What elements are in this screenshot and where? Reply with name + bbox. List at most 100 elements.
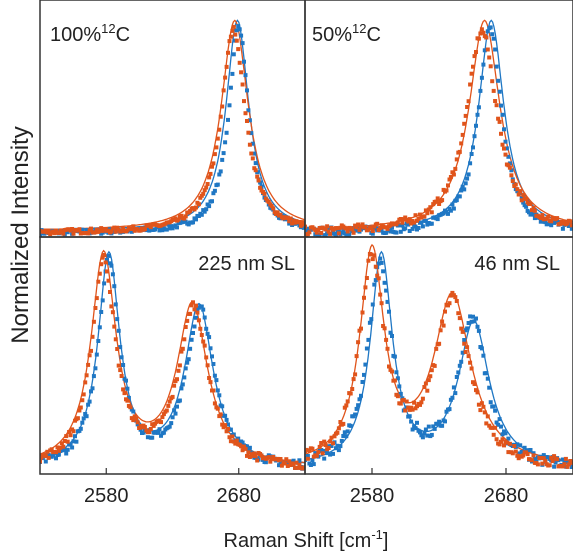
data-point — [410, 407, 415, 412]
data-point — [342, 430, 347, 435]
data-point — [532, 216, 537, 221]
data-point — [236, 24, 241, 29]
data-point — [223, 423, 228, 428]
data-point — [530, 458, 534, 463]
data-point — [531, 451, 536, 456]
data-point — [390, 334, 394, 338]
data-point — [465, 176, 470, 181]
data-point — [207, 335, 212, 340]
data-point — [93, 366, 98, 371]
data-point — [348, 423, 353, 428]
data-point — [499, 439, 503, 444]
data-point — [239, 70, 244, 75]
data-point — [307, 448, 312, 453]
data-point — [325, 224, 330, 229]
data-point — [339, 438, 344, 443]
data-point — [118, 345, 123, 350]
data-point — [407, 414, 412, 419]
data-point — [112, 284, 117, 289]
data-point — [93, 230, 98, 235]
data-point — [485, 414, 490, 419]
data-point — [54, 450, 58, 455]
data-point — [126, 395, 131, 400]
data-point — [354, 225, 359, 230]
data-point — [488, 64, 493, 69]
data-point — [429, 221, 434, 226]
data-point — [328, 439, 333, 444]
data-point — [369, 252, 374, 257]
data-point — [207, 204, 212, 209]
data-point — [288, 216, 293, 221]
data-point — [78, 426, 83, 431]
data-point — [379, 260, 384, 265]
data-point — [188, 346, 193, 351]
data-point — [524, 204, 529, 209]
data-point — [478, 88, 483, 93]
data-point — [228, 427, 233, 432]
data-point — [237, 27, 242, 32]
data-point — [323, 443, 328, 447]
data-point — [530, 210, 534, 215]
data-point — [469, 319, 474, 324]
data-point — [210, 199, 214, 204]
data-point — [175, 404, 179, 409]
data-point — [528, 448, 533, 452]
data-point — [460, 350, 465, 355]
panel-label: 46 nm SL — [474, 253, 560, 275]
data-point — [353, 372, 358, 377]
data-point — [335, 443, 340, 448]
data-point — [220, 104, 225, 109]
data-point — [196, 318, 201, 323]
data-point — [215, 136, 220, 141]
data-point — [364, 276, 369, 280]
data-point — [40, 455, 44, 460]
data-point — [506, 163, 511, 168]
data-point — [474, 123, 478, 128]
data-point — [476, 402, 481, 407]
data-point — [359, 326, 363, 331]
data-point — [99, 262, 104, 267]
data-point — [240, 448, 245, 453]
data-point — [75, 416, 80, 421]
data-point — [425, 388, 430, 393]
data-point — [463, 113, 468, 118]
data-point — [409, 419, 414, 424]
data-point — [336, 448, 341, 453]
orange-data-points — [40, 253, 305, 471]
data-point — [211, 388, 216, 393]
data-point — [297, 462, 302, 467]
data-point — [332, 434, 337, 439]
data-point — [484, 35, 489, 40]
data-point — [447, 407, 452, 412]
data-point — [205, 331, 210, 336]
data-point — [182, 216, 187, 221]
data-point — [245, 119, 249, 123]
data-point — [485, 376, 490, 381]
data-point — [403, 408, 408, 413]
data-point — [472, 319, 477, 324]
data-point — [202, 315, 207, 320]
data-point — [243, 73, 248, 78]
data-point — [86, 231, 91, 236]
data-point — [373, 278, 378, 283]
data-point — [93, 306, 98, 310]
data-point — [245, 444, 249, 449]
data-point — [444, 209, 449, 214]
data-point — [246, 130, 251, 135]
data-point — [194, 205, 198, 210]
data-point — [363, 285, 368, 290]
orange-fit-line — [305, 243, 573, 462]
data-point — [462, 187, 467, 192]
data-point — [112, 225, 117, 230]
data-point — [460, 132, 465, 137]
data-point — [176, 217, 181, 222]
data-point — [212, 152, 217, 157]
data-point — [234, 28, 239, 33]
data-point — [547, 463, 552, 468]
data-point — [277, 463, 281, 468]
data-point — [509, 168, 514, 173]
data-point — [275, 210, 280, 215]
data-point — [233, 32, 238, 37]
data-point — [496, 116, 501, 121]
